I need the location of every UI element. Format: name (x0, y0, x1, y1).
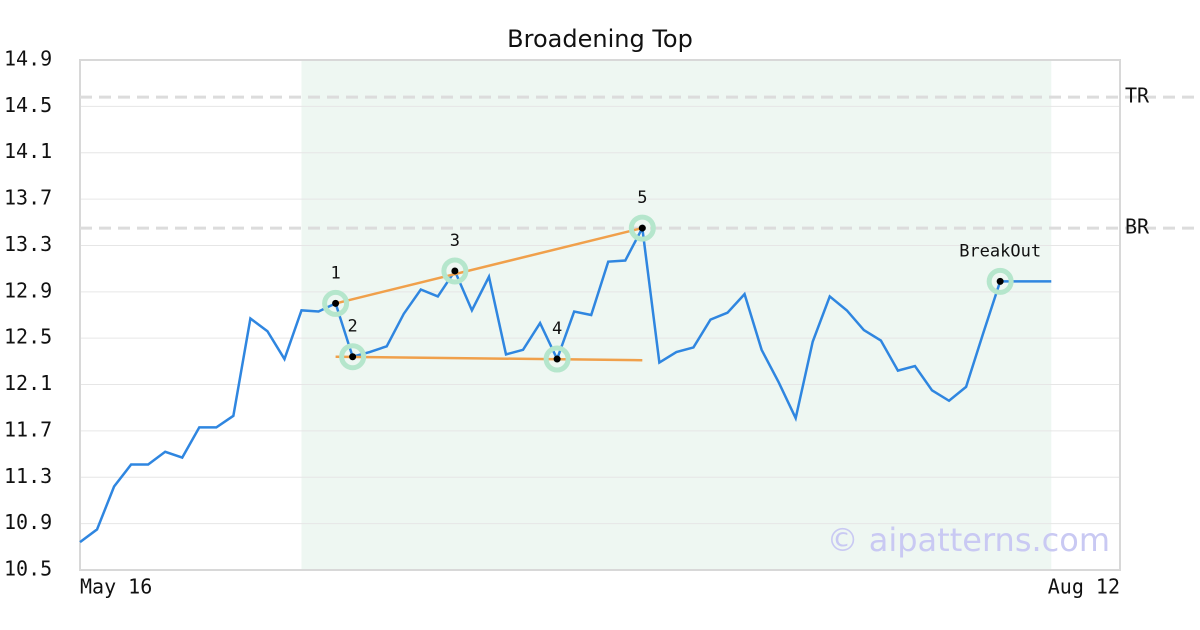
y-tick-label: 14.1 (4, 139, 52, 163)
pivot-label: 4 (552, 319, 562, 339)
y-tick-label: 11.3 (4, 464, 52, 488)
price-line (79, 223, 1052, 544)
pivot-dot (996, 277, 1004, 285)
pivot-label: 2 (348, 317, 358, 337)
y-tick-label: 14.9 (4, 47, 52, 71)
trendline (335, 355, 643, 362)
pivot-label: BreakOut (959, 241, 1041, 261)
x-tick-label: May 16 (80, 575, 152, 599)
pivot-dot (451, 267, 459, 275)
y-tick-label: 12.5 (4, 325, 52, 349)
watermark: © aipatterns.com (827, 521, 1110, 559)
pivot-halo (543, 345, 571, 373)
pivot-dot (332, 299, 340, 307)
pivot-halo (986, 267, 1014, 295)
pivot-label: 5 (637, 188, 647, 208)
pivot-dot (638, 224, 646, 232)
trendline (335, 226, 643, 305)
y-tick-label: 14.5 (4, 93, 52, 117)
y-tick-label: 10.5 (4, 557, 52, 581)
y-tick-label: 12.9 (4, 278, 52, 302)
y-tick-label: 13.7 (4, 186, 52, 210)
pivot-dot (553, 355, 561, 363)
y-tick-label: 11.7 (4, 417, 52, 441)
pivot-halo (322, 289, 350, 317)
pivot-halo (339, 343, 367, 371)
y-tick-label: 13.3 (4, 232, 52, 256)
chart-title: Broadening Top (507, 25, 693, 53)
pivot-halo (441, 257, 469, 285)
pattern-region (301, 60, 1052, 570)
pivot-dot (349, 353, 357, 361)
y-tick-label: 12.1 (4, 371, 52, 395)
reference-label: BR (1125, 215, 1150, 239)
pivot-label: 1 (330, 263, 340, 283)
plot-frame (79, 59, 1121, 571)
pivot-label: 3 (450, 231, 460, 251)
pivot-halo (628, 214, 656, 242)
reference-label: TR (1125, 84, 1150, 108)
x-tick-label: Aug 12 (1048, 575, 1120, 599)
y-tick-label: 10.9 (4, 510, 52, 534)
